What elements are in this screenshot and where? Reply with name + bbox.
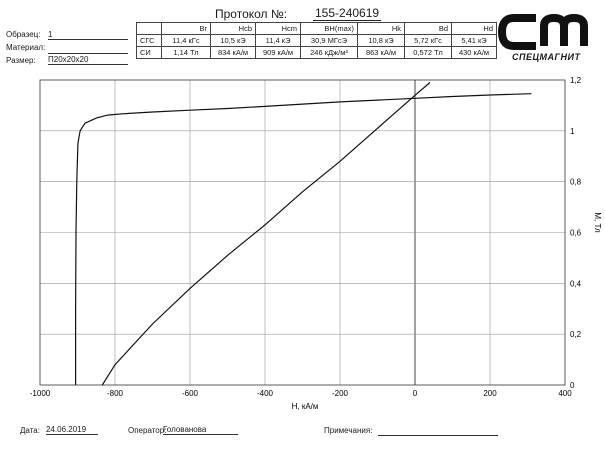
sample-label: Образец: bbox=[6, 30, 41, 39]
series-line-1 bbox=[75, 93, 532, 385]
notes-value bbox=[378, 425, 498, 436]
table-cell: 246 кДж/м³ bbox=[300, 46, 358, 59]
plot-frame bbox=[39, 79, 566, 386]
operator-label: Оператор: bbox=[128, 426, 167, 435]
axes bbox=[39, 79, 566, 386]
table-cell: 5,72 кГс bbox=[404, 34, 452, 47]
y-axis-label: М, Тл bbox=[593, 212, 602, 233]
table-cell: 30,9 МГсЭ bbox=[300, 34, 358, 47]
y-tick-label: 0 bbox=[570, 381, 575, 390]
table-cell: 5,41 кЭ bbox=[451, 34, 497, 47]
date-label: Дата: bbox=[20, 426, 40, 435]
header-bd: Bd bbox=[404, 22, 452, 35]
size-label: Размер: bbox=[6, 56, 36, 65]
table-cell: 430 кА/м bbox=[451, 46, 497, 59]
properties-corner bbox=[136, 22, 162, 35]
brand-name: СПЕЦМАГНИТ bbox=[512, 52, 581, 62]
table-cell: 909 кА/м bbox=[255, 46, 301, 59]
operator-value: Голованова bbox=[163, 425, 238, 435]
y-tick-label: 0,8 bbox=[570, 178, 582, 187]
table-cell: 863 кА/м bbox=[357, 46, 405, 59]
table-cell: 10,8 кЭ bbox=[357, 34, 405, 47]
protocol-label: Протокол №: bbox=[215, 7, 288, 21]
x-axis-label: H, кА/м bbox=[292, 402, 319, 411]
properties-row-cgs: СГС 11,4 кГс 10,5 кЭ 11,4 кЭ 30,9 МГсЭ 1… bbox=[136, 34, 497, 47]
material-value bbox=[48, 43, 128, 54]
x-tick-label: -1000 bbox=[30, 389, 51, 398]
series-line-2 bbox=[101, 82, 431, 386]
x-tick-label: 400 bbox=[558, 389, 572, 398]
table-cell: 11,4 кЭ bbox=[255, 34, 301, 47]
sample-value: 1 bbox=[48, 30, 128, 40]
header-hcm: Hcm bbox=[255, 22, 301, 35]
table-cell: 834 кА/м bbox=[210, 46, 256, 59]
hysteresis-chart: -1000 -800 -600 -400 -200 0 200 40000,20,40,60,… bbox=[30, 76, 602, 411]
system-cgs: СГС bbox=[136, 34, 162, 47]
x-tick-label: 0 bbox=[413, 389, 418, 398]
properties-header-row: Br Hcb Hcm BH(max) Hk Bd Hd bbox=[136, 22, 497, 35]
tick-labels: -1000 -800 -600 -400 -200 0 200 40000,20,40,60,… bbox=[30, 76, 582, 398]
protocol-number: 155-240619 bbox=[313, 6, 382, 21]
notes-label: Примечания: bbox=[324, 426, 373, 435]
table-cell: 10,5 кЭ bbox=[210, 34, 256, 47]
size-value: П20х20х20 bbox=[48, 55, 128, 65]
y-tick-label: 0,2 bbox=[570, 330, 582, 339]
series bbox=[75, 82, 532, 386]
material-label: Материал: bbox=[6, 43, 46, 52]
header-bhmax: BH(max) bbox=[300, 22, 358, 35]
x-tick-label: -200 bbox=[332, 389, 349, 398]
x-tick-label: -800 bbox=[107, 389, 124, 398]
grid bbox=[40, 80, 565, 385]
properties-row-si: СИ 1,14 Тл 834 кА/м 909 кА/м 246 кДж/м³ … bbox=[136, 46, 497, 59]
table-cell: 11,4 кГс bbox=[161, 34, 211, 47]
x-tick-label: -600 bbox=[182, 389, 199, 398]
cm-logo-icon bbox=[497, 13, 588, 50]
header-hk: Hk bbox=[357, 22, 405, 35]
y-tick-label: 0,6 bbox=[570, 229, 582, 238]
table-cell: 0,572 Тл bbox=[404, 46, 452, 59]
header-hcb: Hcb bbox=[210, 22, 256, 35]
x-tick-label: -400 bbox=[257, 389, 274, 398]
table-cell: 1,14 Тл bbox=[161, 46, 211, 59]
properties-table: Br Hcb Hcm BH(max) Hk Bd Hd СГС 11,4 кГс… bbox=[136, 22, 497, 59]
y-tick-label: 1,2 bbox=[570, 76, 582, 85]
header-hd: Hd bbox=[451, 22, 497, 35]
x-tick-label: 200 bbox=[483, 389, 497, 398]
date-value: 24.06.2019 bbox=[46, 425, 98, 435]
y-tick-label: 1 bbox=[570, 127, 575, 136]
y-tick-label: 0,4 bbox=[570, 279, 582, 288]
system-si: СИ bbox=[136, 46, 162, 59]
header-br: Br bbox=[161, 22, 211, 35]
